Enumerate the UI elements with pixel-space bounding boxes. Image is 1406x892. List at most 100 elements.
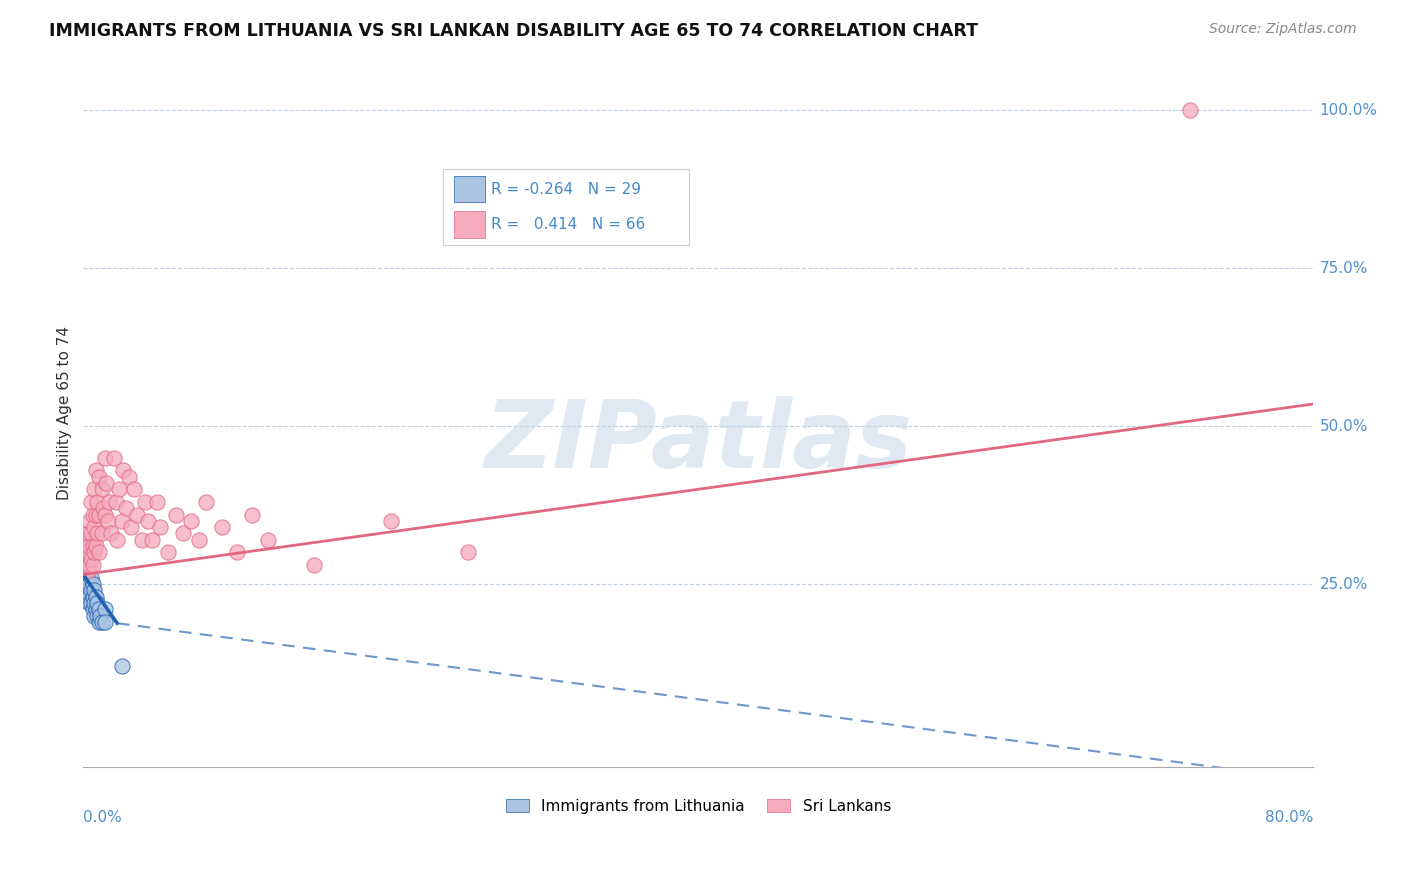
Text: 25.0%: 25.0% [1320,576,1368,591]
Point [79,514,101,528]
Point [457,545,479,559]
Point [122,482,145,496]
Point [83,583,105,598]
Point [84,539,107,553]
Point [86,596,108,610]
Point [156,545,179,559]
Point [118,469,141,483]
Point [79,590,101,604]
Point [82,539,104,553]
Text: R = -0.264   N = 29: R = -0.264 N = 29 [491,182,641,196]
Text: 75.0%: 75.0% [1320,260,1368,276]
Point [73,533,96,547]
Point [84,508,107,522]
Point [80,571,103,585]
Point [90,526,112,541]
Point [77,571,100,585]
Point [127,508,149,522]
Point [73,533,96,547]
Point [172,526,194,541]
Point [103,450,125,465]
Point [87,469,110,483]
Text: 0.0%: 0.0% [83,810,122,825]
Point [105,533,128,547]
Point [94,508,117,522]
Point [87,508,110,522]
Point [82,590,104,604]
Point [149,520,172,534]
Point [84,602,107,616]
Point [87,615,110,629]
Point [141,533,163,547]
Point [94,615,117,629]
Point [111,659,134,673]
Text: 50.0%: 50.0% [1320,418,1368,434]
Point [120,520,142,534]
Point [79,558,101,572]
Point [83,596,105,610]
Point [302,558,325,572]
Point [98,495,121,509]
Point [86,495,108,509]
Point [96,475,118,490]
Point [211,520,233,534]
Point [79,577,101,591]
Point [136,514,159,528]
Point [80,551,103,566]
Point [83,545,105,559]
Point [90,482,112,496]
Point [77,545,100,559]
Point [79,596,101,610]
Text: Source: ZipAtlas.com: Source: ZipAtlas.com [1209,22,1357,37]
Point [104,495,127,509]
Point [79,539,101,553]
Point [89,608,111,623]
Point [1180,103,1202,117]
Point [80,583,103,598]
Point [83,520,105,534]
Point [86,526,108,541]
Point [77,565,100,579]
Point [87,545,110,559]
Legend: Immigrants from Lithuania, Sri Lankans: Immigrants from Lithuania, Sri Lankans [499,792,897,820]
Point [83,482,105,496]
Point [242,508,264,522]
Point [380,514,402,528]
Point [165,508,187,522]
Point [80,596,103,610]
Point [146,495,169,509]
Text: IMMIGRANTS FROM LITHUANIA VS SRI LANKAN DISABILITY AGE 65 TO 74 CORRELATION CHAR: IMMIGRANTS FROM LITHUANIA VS SRI LANKAN … [49,22,979,40]
Point [75,545,97,559]
Point [84,463,107,477]
Point [100,526,122,541]
Point [77,558,100,572]
Point [77,583,100,598]
Point [82,508,104,522]
Point [84,590,107,604]
Point [187,533,209,547]
Point [94,602,117,616]
Point [180,514,202,528]
Y-axis label: Disability Age 65 to 74: Disability Age 65 to 74 [58,326,72,500]
Point [112,463,135,477]
Text: 100.0%: 100.0% [1320,103,1378,118]
Point [75,565,97,579]
Point [226,545,249,559]
Point [111,514,134,528]
Point [90,615,112,629]
Text: ZIPatlas: ZIPatlas [484,396,912,488]
Point [256,533,278,547]
Point [97,514,120,528]
Point [134,495,156,509]
Point [82,577,104,591]
Point [77,526,100,541]
Point [94,450,117,465]
Point [86,608,108,623]
Point [83,608,105,623]
Point [91,501,114,516]
Point [82,602,104,616]
Point [87,602,110,616]
Point [195,495,218,509]
Point [80,495,103,509]
Text: 80.0%: 80.0% [1265,810,1313,825]
